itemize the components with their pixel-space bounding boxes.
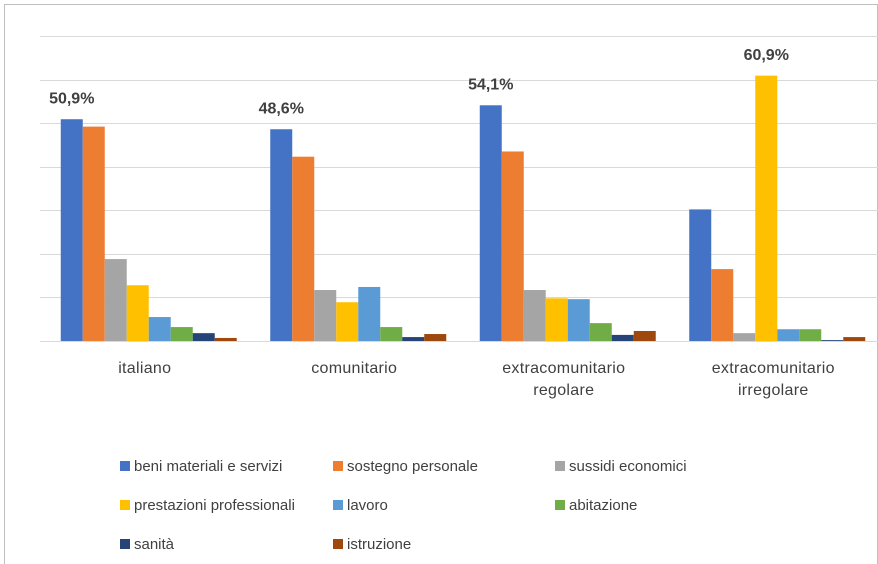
bar: [611, 334, 634, 341]
bar: [589, 323, 612, 341]
legend-item: beni materiali e servizi: [120, 458, 282, 475]
bar: [689, 209, 712, 341]
bar: [711, 269, 734, 341]
legend-swatch: [120, 461, 130, 471]
legend-swatch: [333, 500, 343, 510]
legend-label: sostegno personale: [347, 458, 478, 475]
legend-swatch: [333, 461, 343, 471]
bar: [60, 119, 83, 341]
legend-item: abitazione: [555, 497, 637, 514]
legend-swatch: [120, 539, 130, 549]
legend-swatch: [120, 500, 130, 510]
legend-item: sanità: [120, 536, 174, 553]
data-label: 60,9%: [744, 47, 789, 64]
legend-swatch: [333, 539, 343, 549]
bar: [545, 298, 568, 341]
legend-label: abitazione: [569, 497, 638, 514]
bar: [380, 327, 403, 341]
x-tick-label: italiano: [118, 360, 172, 377]
bar: [126, 285, 149, 341]
bar: [777, 329, 800, 341]
frame: [4, 4, 878, 564]
bar: [170, 327, 193, 341]
bar: [424, 334, 447, 341]
bar: [733, 333, 756, 341]
bar: [843, 337, 866, 341]
bar: [501, 151, 524, 341]
data-label: 50,9%: [49, 90, 94, 107]
legend-item: prestazioni professionali: [120, 497, 295, 514]
bar: [82, 126, 105, 341]
bar: [148, 317, 171, 341]
legend-swatch: [555, 461, 565, 471]
bar: [270, 129, 293, 341]
legend-label: beni materiali e servizi: [134, 458, 283, 475]
bar: [799, 329, 822, 341]
legend-item: sussidi economici: [555, 458, 687, 475]
bar: [755, 75, 778, 342]
legend-label: istruzione: [347, 536, 412, 553]
legend-item: istruzione: [333, 536, 411, 553]
data-label: 54,1%: [468, 76, 513, 93]
legend-item: sostegno personale: [333, 458, 478, 475]
legend-swatch: [555, 500, 565, 510]
bar: [402, 337, 425, 341]
bar: [523, 290, 546, 341]
bar: [214, 337, 237, 341]
data-label: 48,6%: [259, 100, 304, 117]
bar: [104, 259, 127, 341]
bar: [358, 286, 381, 341]
legend-label: prestazioni professionali: [134, 497, 295, 514]
bar: [567, 299, 590, 341]
bar: [336, 302, 359, 341]
x-tick-label: extracomunitario regolare: [502, 360, 626, 399]
bar: [479, 105, 502, 342]
bar: [192, 333, 215, 341]
bar: [314, 290, 337, 341]
x-tick-label: comunitario: [311, 360, 398, 377]
legend-label: sanità: [134, 536, 175, 553]
legend-item: lavoro: [333, 497, 388, 514]
bar: [633, 330, 656, 341]
legend-label: sussidi economici: [569, 458, 687, 475]
legend-label: lavoro: [347, 497, 388, 514]
bar: [292, 156, 315, 341]
bar: [821, 340, 844, 341]
x-tick-label: extracomunitario irregolare: [711, 360, 835, 399]
